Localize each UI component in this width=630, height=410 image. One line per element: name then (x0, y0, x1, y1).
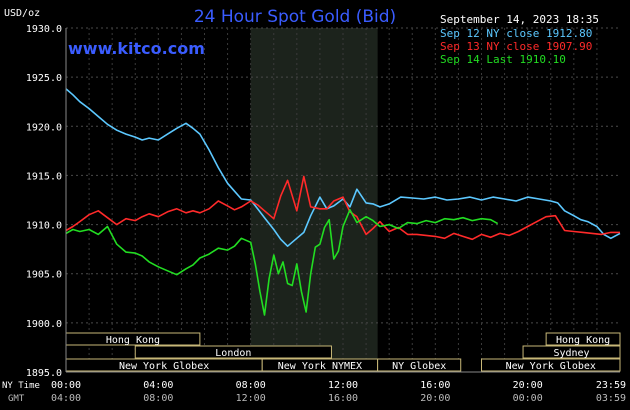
x-tick-label-gmt: 04:00 (51, 393, 81, 404)
session-box (377, 358, 462, 372)
x-tick-label-gmt: 03:59 (596, 393, 626, 404)
session-box (545, 332, 621, 346)
ny-time-row-label: NY Time (2, 381, 40, 391)
x-tick-label-gmt: 08:00 (143, 393, 173, 404)
legend-entry-sep13: Sep 13 NY close 1907.90 (440, 40, 592, 53)
session-box (481, 358, 621, 372)
watermark: www.kitco.com (68, 39, 205, 58)
y-tick-label: 1895.0 (26, 368, 62, 379)
session-label: Sydney (553, 348, 589, 359)
series-line-1 (65, 175, 620, 241)
y-tick-label: 1900.0 (26, 319, 62, 330)
x-tick-label-ny: 12:00 (328, 380, 358, 391)
grid (66, 27, 620, 373)
x-tick-label-gmt: 00:00 (513, 393, 543, 404)
session-label: New York NYMEX (278, 361, 362, 372)
x-tick-label-ny: 16:00 (420, 380, 450, 391)
x-tick-label-gmt: 16:00 (328, 393, 358, 404)
y-tick-label: 1925.0 (26, 73, 62, 84)
chart-title: 24 Hour Spot Gold (Bid) (194, 7, 396, 27)
x-tick-label-gmt: 12:00 (236, 393, 266, 404)
x-tick-label-ny: 08:00 (236, 380, 266, 391)
gmt-row-label: GMT (8, 394, 25, 404)
x-tick-label-ny: 04:00 (143, 380, 173, 391)
nymex-session-band (250, 28, 378, 372)
y-tick-label: 1915.0 (26, 171, 62, 182)
session-label: New York Globex (506, 361, 596, 372)
session-label: Hong Kong (106, 335, 160, 346)
legend: Sep 12 NY close 1912.80 Sep 13 NY close … (440, 27, 592, 66)
y-unit-label: USD/oz (4, 8, 40, 19)
legend-entry-sep14: Sep 14 Last 1910.10 (440, 53, 566, 66)
y-tick-label: 1910.0 (26, 221, 62, 232)
session-label: New York Globex (119, 361, 209, 372)
x-tick-label-gmt: 20:00 (420, 393, 450, 404)
series-line-2 (65, 209, 499, 316)
session-box (134, 345, 332, 359)
series-line-0 (65, 88, 621, 247)
y-tick-label: 1920.0 (26, 122, 62, 133)
legend-entry-sep12: Sep 12 NY close 1912.80 (440, 27, 592, 40)
x-tick-label-ny: 23:59 (596, 380, 626, 391)
x-tick-label-ny: 00:00 (51, 380, 81, 391)
session-label: London (215, 348, 251, 359)
date-stamp: September 14, 2023 18:35 (440, 13, 599, 26)
y-tick-label: 1930.0 (26, 24, 62, 35)
session-label: Hong Kong (556, 335, 610, 346)
y-tick-label: 1905.0 (26, 270, 62, 281)
x-tick-label-ny: 20:00 (513, 380, 543, 391)
session-label: NY Globex (392, 361, 446, 372)
session-box (522, 345, 621, 359)
